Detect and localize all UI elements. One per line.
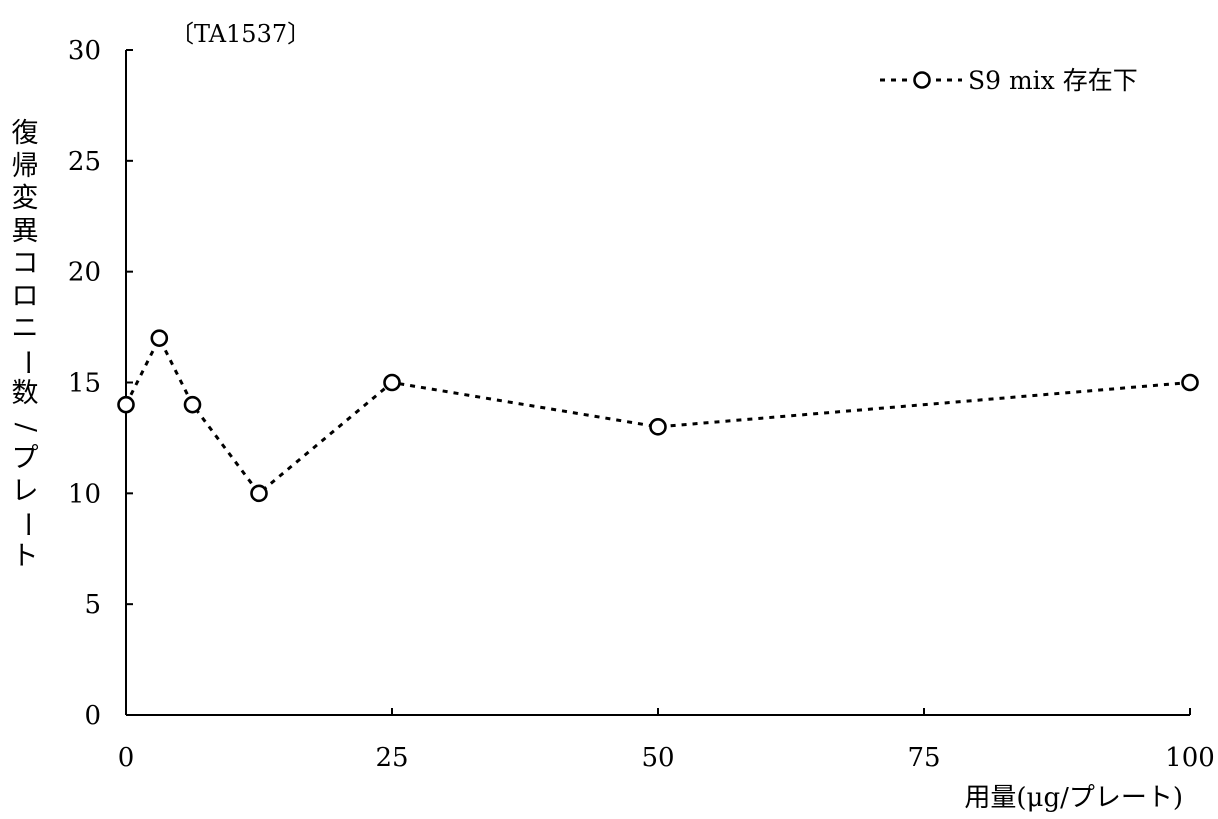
- y-ticks: 0 5 10 15 20 25 30: [68, 36, 133, 731]
- data-point: [183, 395, 202, 414]
- legend-label: S9 mix 存在下: [968, 66, 1138, 95]
- x-tick-label: 25: [375, 743, 408, 773]
- y-axis-title-char: 変: [11, 183, 39, 214]
- y-axis-title-char: レ: [11, 475, 39, 507]
- y-tick-label: 15: [68, 369, 101, 399]
- data-point: [383, 373, 401, 392]
- y-tick-label: 30: [68, 36, 101, 66]
- x-tick-label: 75: [907, 743, 940, 773]
- y-axis-title-char: 帰: [11, 150, 39, 182]
- data-point: [1181, 373, 1199, 392]
- x-tick-label: 100: [1165, 743, 1215, 773]
- y-axis-title-char: 復: [11, 118, 39, 149]
- y-axis-title-char: 異: [11, 215, 39, 247]
- legend-marker: [913, 71, 931, 89]
- y-axis-title-char: ー: [10, 510, 42, 538]
- y-axis-title-char: プ: [11, 443, 39, 474]
- data-point: [150, 329, 169, 347]
- series-line: [124, 334, 1191, 496]
- y-tick-label: 20: [68, 258, 101, 288]
- y-axis-title-char: コ: [11, 248, 39, 279]
- y-axis-title-char: ト: [11, 540, 39, 572]
- y-axis-title: 復帰変異コロニー数 / プレート: [8, 118, 42, 573]
- y-tick-label: 10: [68, 479, 101, 509]
- y-axis-title-char: 数: [11, 378, 39, 409]
- data-point: [649, 418, 667, 436]
- x-axis-title: 用量(μg/プレート): [964, 783, 1183, 813]
- y-axis-title-char: ー: [10, 348, 42, 376]
- data-point: [250, 484, 268, 503]
- data-point: [117, 395, 135, 414]
- panel-label: 〔TA1537〕: [170, 20, 311, 48]
- y-tick-label: 25: [68, 147, 101, 177]
- y-tick-label: 0: [84, 701, 101, 731]
- x-ticks: 0 25 50 75 100: [118, 708, 1215, 773]
- x-tick-label: 0: [118, 743, 135, 773]
- y-axis-title-char: ニ: [11, 313, 39, 344]
- legend: S9 mix 存在下: [880, 66, 1138, 95]
- y-axis-title-char: /: [10, 422, 42, 432]
- plot-area: [117, 329, 1199, 503]
- y-tick-label: 5: [84, 590, 101, 620]
- x-tick-label: 50: [641, 743, 674, 773]
- y-axis-title-char: ロ: [11, 280, 39, 312]
